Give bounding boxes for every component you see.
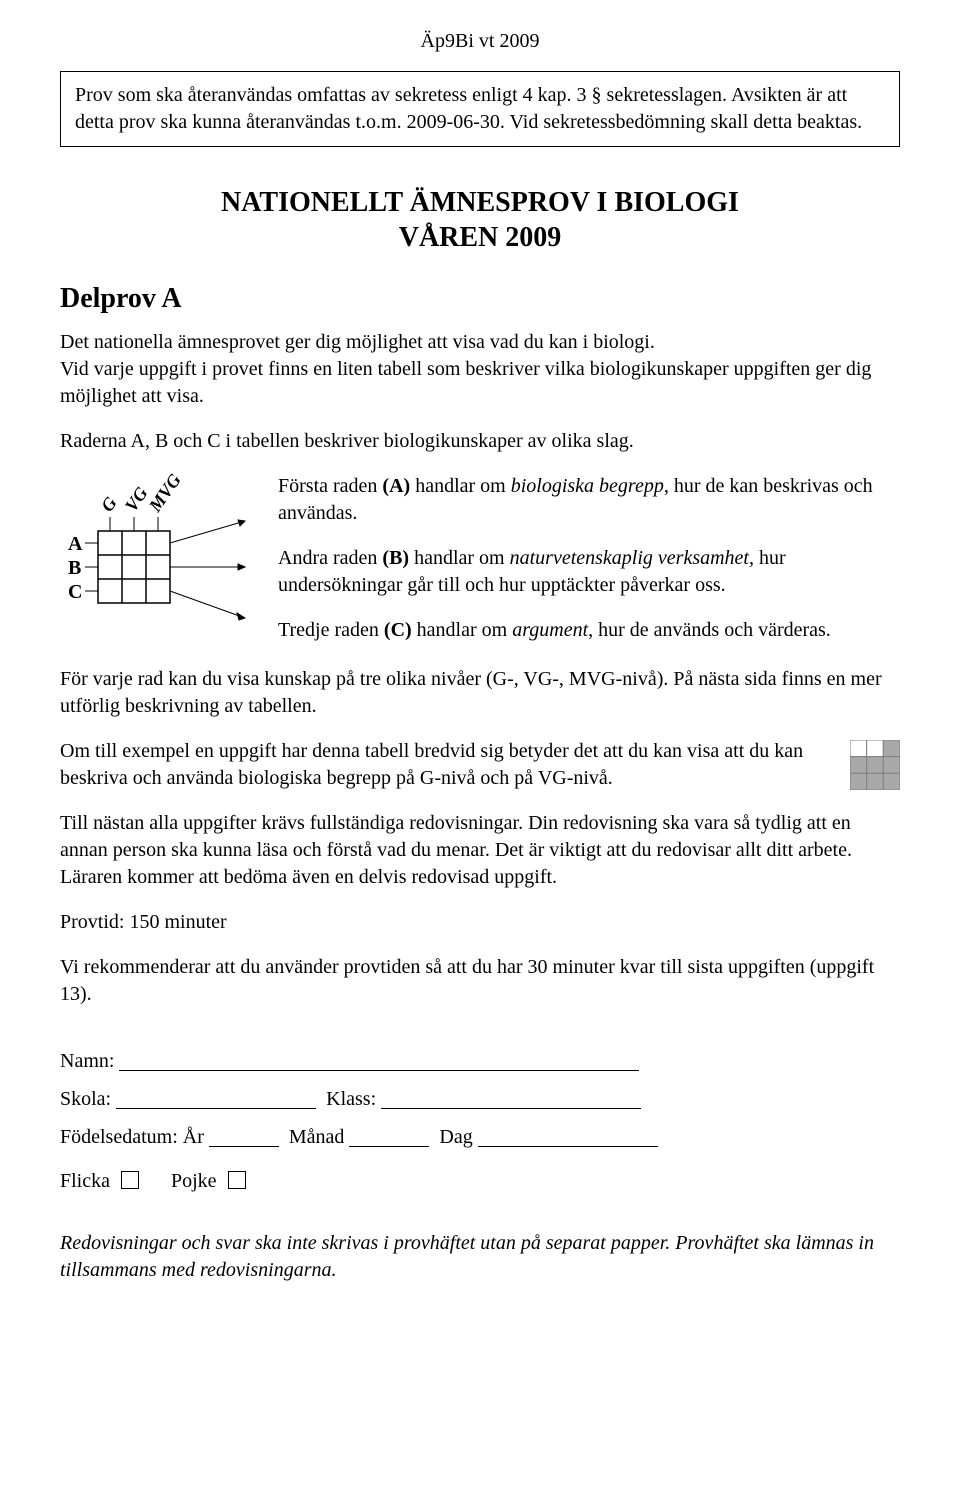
section-heading: Delprov A [60,283,900,315]
intro-paragraph-1: Det nationella ämnesprovet ger dig möjli… [60,329,900,410]
explain-c: Tredje raden (C) handlar om argument, hu… [278,617,900,644]
intro-line-2: Vid varje uppgift i provet finns en lite… [60,358,871,407]
svg-text:MVG: MVG [144,473,184,516]
para-example: Om till exempel en uppgift har denna tab… [60,738,836,792]
row-namn: Namn: [60,1042,900,1080]
input-manad[interactable] [349,1125,429,1147]
svg-text:B: B [68,557,81,579]
label-manad: Månad [289,1126,345,1148]
input-namn[interactable] [119,1049,639,1071]
para-rekommendation: Vi rekommenderar att du använder provtid… [60,954,900,1008]
notice-box: Prov som ska återanvändas omfattas av se… [60,71,900,147]
title-line-2: VÅREN 2009 [399,222,562,253]
explain-b: Andra raden (B) handlar om naturvetenska… [278,545,900,599]
grade-grid-diagram: G VG MVG A B C [60,473,250,633]
provtid: Provtid: 150 minuter [60,909,900,936]
input-ar[interactable] [209,1125,279,1147]
svg-text:A: A [68,533,83,555]
title-line-1: NATIONELLT ÄMNESPROV I BIOLOGI [221,187,739,218]
label-fodelsedatum: Födelsedatum: År [60,1126,204,1148]
form-block: Namn: Skola: Klass: Födelsedatum: År Mån… [60,1042,900,1200]
label-dag: Dag [439,1126,472,1148]
para-levels: För varje rad kan du visa kunskap på tre… [60,666,900,720]
footer-note: Redovisningar och svar ska inte skrivas … [60,1230,900,1284]
label-pojke: Pojke [171,1170,217,1192]
checkbox-pojke[interactable] [228,1171,246,1189]
input-dag[interactable] [478,1125,658,1147]
explain-column: Första raden (A) handlar om biologiska b… [278,473,900,644]
mini-grade-grid [850,740,900,790]
row-kon: Flicka Pojke [60,1162,900,1200]
input-klass[interactable] [381,1087,641,1109]
svg-text:C: C [68,581,82,603]
row-fodelse: Födelsedatum: År Månad Dag [60,1118,900,1156]
label-namn: Namn: [60,1050,114,1072]
para-redovisning: Till nästan alla uppgifter krävs fullstä… [60,810,900,891]
label-skola: Skola: [60,1088,111,1110]
intro-line-1: Det nationella ämnesprovet ger dig möjli… [60,331,655,353]
label-flicka: Flicka [60,1170,110,1192]
main-title: NATIONELLT ÄMNESPROV I BIOLOGI VÅREN 200… [60,185,900,255]
checkbox-flicka[interactable] [121,1171,139,1189]
intro-paragraph-2: Raderna A, B och C i tabellen beskriver … [60,428,900,455]
input-skola[interactable] [116,1087,316,1109]
svg-text:G: G [97,493,121,515]
example-row: Om till exempel en uppgift har denna tab… [60,738,900,792]
label-klass: Klass: [326,1088,376,1110]
diagram-row: G VG MVG A B C [60,473,900,644]
header-code: Äp9Bi vt 2009 [60,30,900,53]
row-skola: Skola: Klass: [60,1080,900,1118]
explain-a: Första raden (A) handlar om biologiska b… [278,473,900,527]
page: Äp9Bi vt 2009 Prov som ska återanvändas … [0,0,960,1324]
